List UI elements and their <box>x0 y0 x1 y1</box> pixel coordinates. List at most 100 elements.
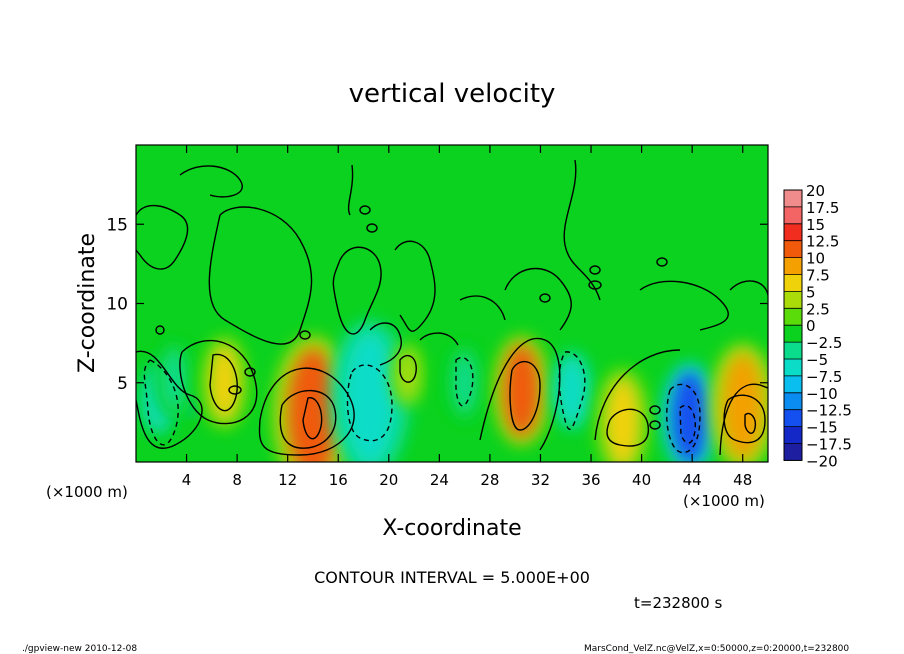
colorbar-swatch <box>784 257 802 275</box>
contour-line <box>588 280 602 290</box>
field-blob <box>161 346 187 413</box>
contour-line <box>136 204 189 270</box>
contour-line <box>589 265 601 275</box>
x-tick-label: 32 <box>531 471 550 489</box>
contour-line <box>679 404 696 444</box>
colorbar-label: 7.5 <box>806 267 830 285</box>
colorbar-label: 17.5 <box>806 199 839 217</box>
colorbar-swatch <box>784 240 802 258</box>
field-blob <box>671 371 708 462</box>
contour-line <box>179 165 243 198</box>
field-blob <box>559 357 585 424</box>
contour-line <box>299 330 311 340</box>
contour-line <box>244 367 256 377</box>
colorbar-label: 10 <box>806 250 825 268</box>
contour-line <box>228 385 242 395</box>
colorbar-label: −5 <box>806 351 828 369</box>
x-tick-label: 48 <box>733 471 752 489</box>
colorbar-swatch <box>784 223 802 241</box>
y-tick-label: 10 <box>106 295 128 315</box>
colorbar-label: −2.5 <box>806 334 842 352</box>
contour-line <box>504 267 572 331</box>
contour-line <box>359 205 371 215</box>
contour-line <box>455 357 474 407</box>
time-label: t=232800 s <box>634 594 722 612</box>
colorbar: 2017.51512.5107.552.50−2.5−5−7.5−10−12.5… <box>783 182 852 470</box>
field-blob <box>287 348 339 462</box>
x-tick-label: 16 <box>329 471 348 489</box>
colorbar-swatch <box>784 291 802 309</box>
contour-line <box>179 339 258 425</box>
contour-line <box>143 359 179 446</box>
x-tick-label: 36 <box>581 471 600 489</box>
colorbar-label: 5 <box>806 283 816 301</box>
colorbar-label: −20 <box>806 452 838 470</box>
colorbar-swatch <box>784 409 802 427</box>
field-blob <box>397 348 418 402</box>
x-tick-label: 28 <box>480 471 499 489</box>
colorbar-label: −17.5 <box>806 436 852 454</box>
contour-line <box>509 360 541 431</box>
y-tick-label: 15 <box>106 215 128 235</box>
contour-line <box>459 295 506 321</box>
contour-line <box>208 206 313 345</box>
colorbar-label: −10 <box>806 385 838 403</box>
contour-line <box>656 257 668 267</box>
contour-line <box>606 408 649 447</box>
contour-line <box>394 240 436 332</box>
colorbar-swatch <box>784 443 802 461</box>
x-tick-label: 20 <box>379 471 398 489</box>
colorbar-swatch <box>784 392 802 410</box>
contour-line <box>399 354 417 383</box>
contour-line <box>563 159 601 301</box>
contour-line <box>155 325 165 335</box>
contour-line <box>332 246 382 335</box>
contour-line <box>539 293 551 303</box>
colorbar-swatch <box>784 342 802 359</box>
contour-interval-text: CONTOUR INTERVAL = 5.000E+00 <box>314 568 590 587</box>
contour-line <box>479 337 561 451</box>
contour-line <box>639 280 729 331</box>
x-tick-label: 24 <box>430 471 449 489</box>
contour-line <box>258 367 355 456</box>
contour-line <box>419 332 459 346</box>
contour-line <box>649 405 661 415</box>
colorbar-label: −12.5 <box>806 402 852 420</box>
contour-line <box>366 223 378 233</box>
colorbar-label: 2.5 <box>806 300 830 318</box>
x-tick-label: 12 <box>278 471 297 489</box>
colorbar-label: −7.5 <box>806 368 842 386</box>
colorbar-label: 20 <box>806 182 825 200</box>
colorbar-swatch <box>784 375 802 393</box>
field-blob <box>604 376 641 462</box>
colorbar-swatch <box>784 359 802 376</box>
colorbar-swatch <box>784 190 802 207</box>
x-unit-left: (×1000 m) <box>46 483 128 501</box>
colorbar-swatch <box>784 274 802 292</box>
contour-line <box>649 420 661 430</box>
colorbar-label: 12.5 <box>806 233 839 251</box>
colorbar-swatch <box>784 426 802 444</box>
x-unit-right: (×1000 m) <box>683 492 765 510</box>
contour-line <box>744 412 757 434</box>
field-blob <box>209 343 240 423</box>
colorbar-swatch <box>784 325 802 343</box>
colorbar-label: −15 <box>806 419 838 437</box>
contour-line <box>279 389 337 449</box>
colorbar-swatch <box>784 206 802 224</box>
contour-line <box>719 383 768 456</box>
x-tick-label: 44 <box>683 471 702 489</box>
contour-line <box>346 364 393 442</box>
field-blob <box>344 332 396 462</box>
contour-line <box>347 164 354 216</box>
contour-line <box>369 322 402 366</box>
contour-line <box>723 394 766 444</box>
contour-line <box>594 349 681 441</box>
x-tick-label: 4 <box>182 471 192 489</box>
x-tick-label: 8 <box>232 471 242 489</box>
x-axis-label: X-coordinate <box>382 516 521 541</box>
contour-line <box>209 353 238 412</box>
contour-line <box>729 280 768 296</box>
